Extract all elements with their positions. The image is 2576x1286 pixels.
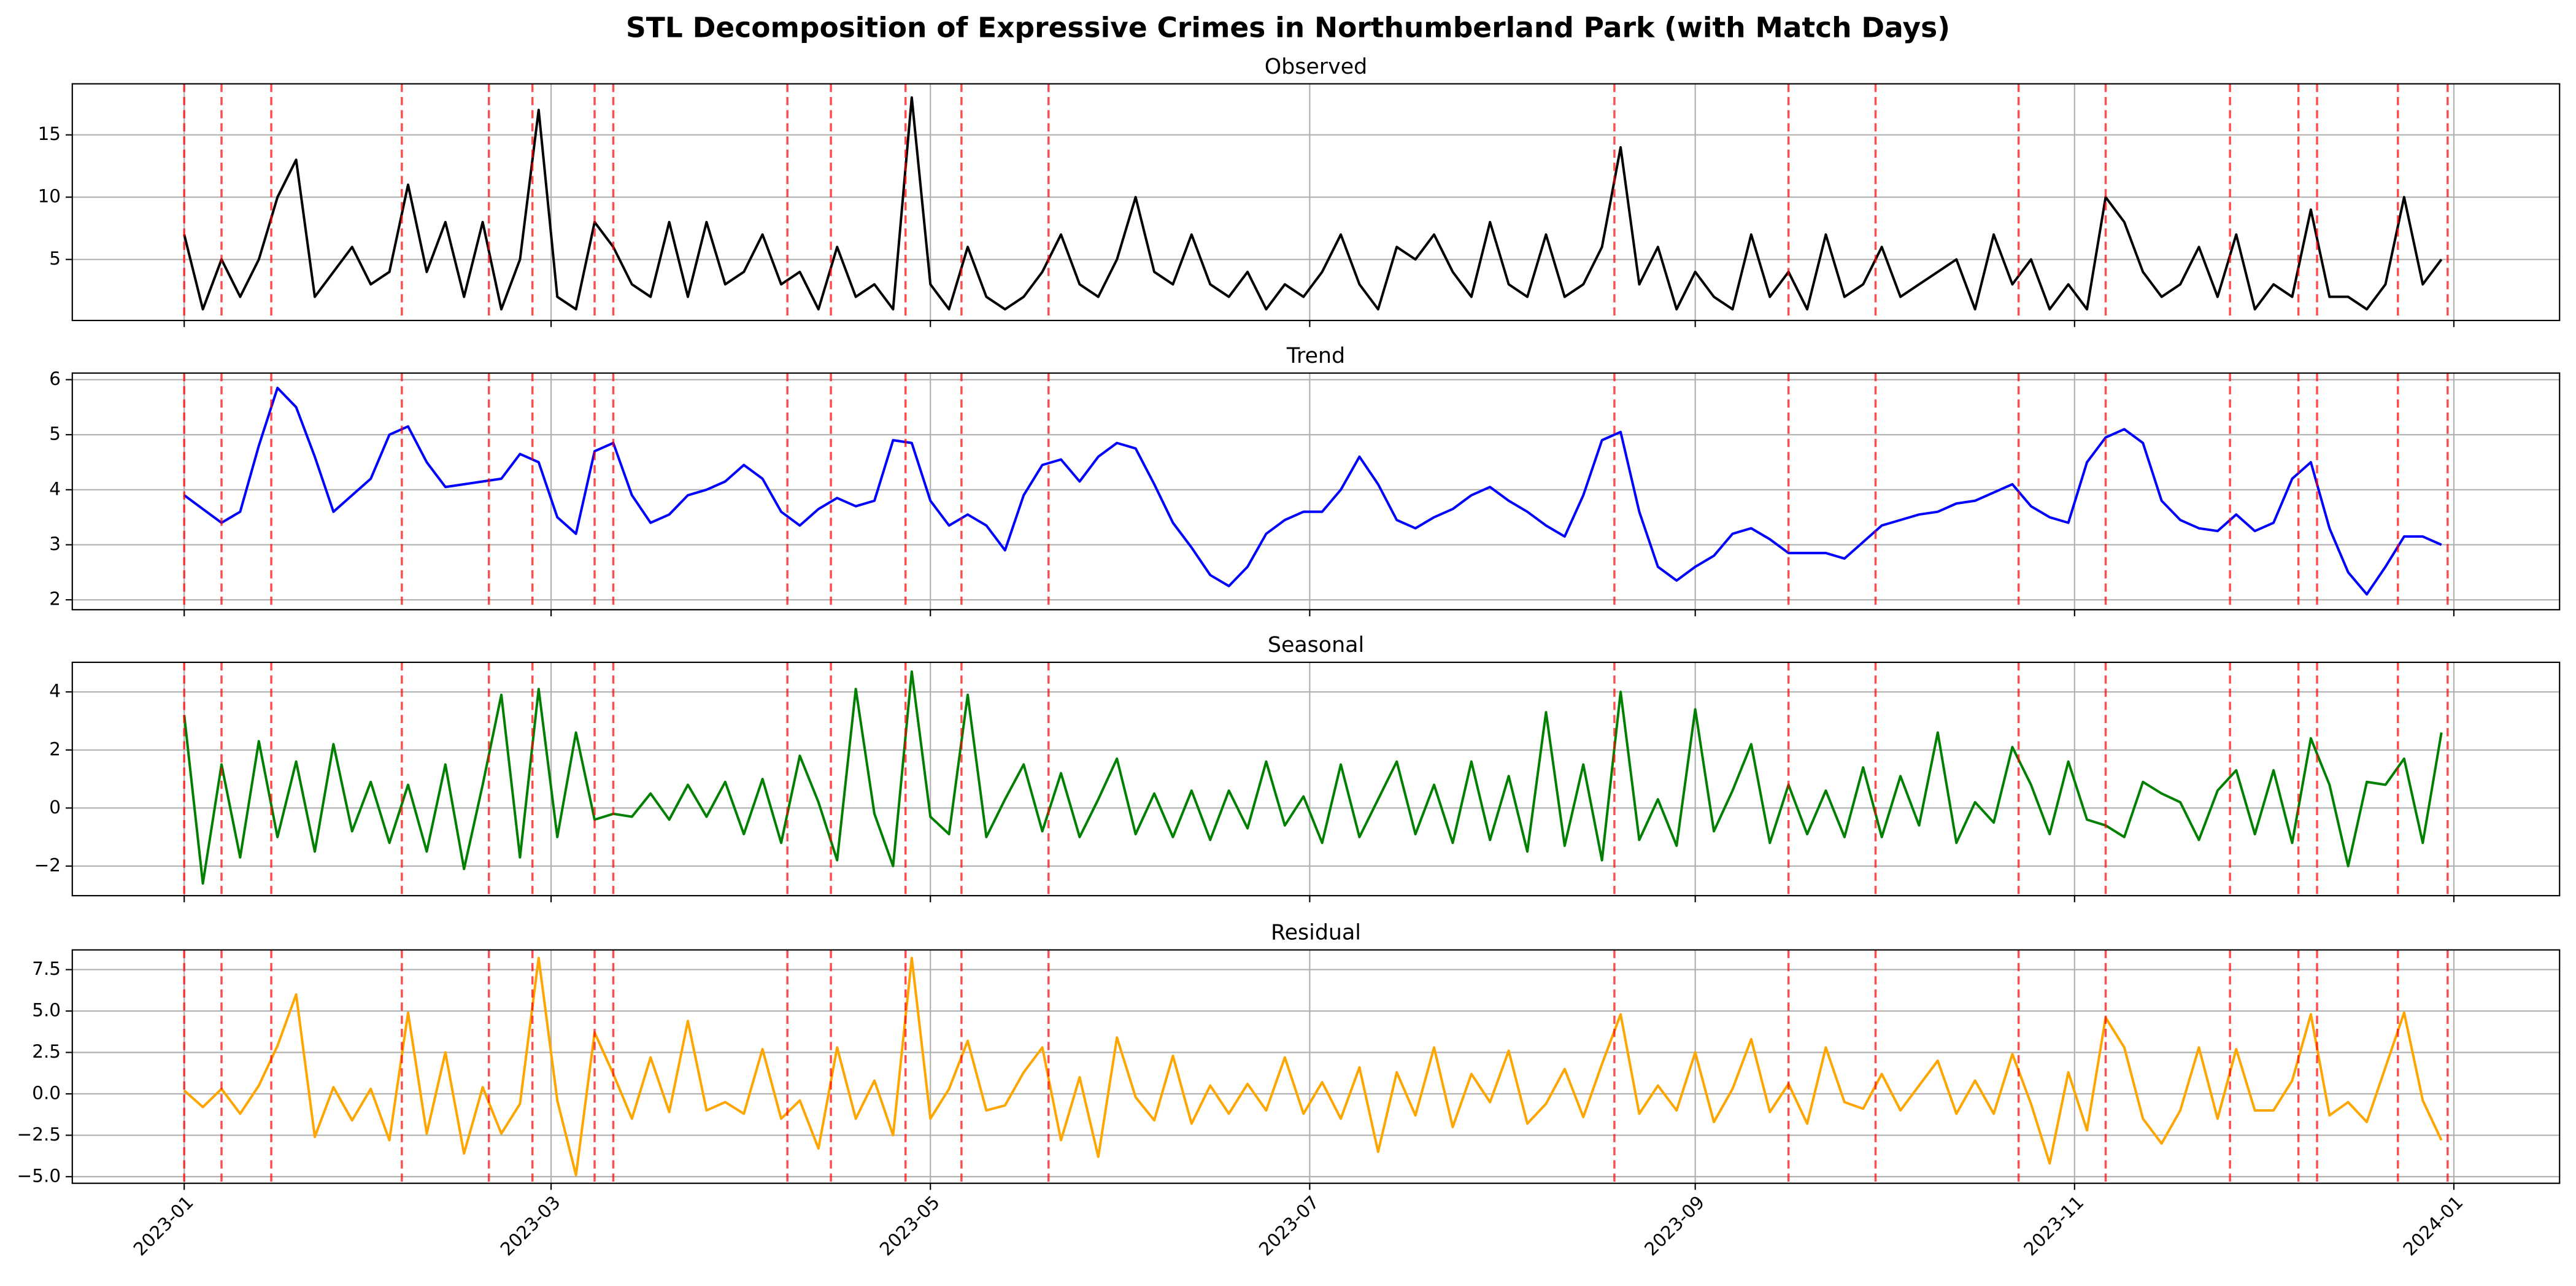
- y-tick-label: −5.0: [17, 1165, 61, 1186]
- axes-frame: [71, 661, 2561, 897]
- y-tick-label: 4: [49, 681, 61, 702]
- figure-title: STL Decomposition of Expressive Crimes i…: [626, 12, 1950, 44]
- y-tick-label: 5: [49, 248, 61, 269]
- panel-title: Trend: [1286, 344, 1345, 368]
- axes-frame: [71, 83, 2561, 322]
- y-tick-label: 15: [38, 123, 61, 144]
- y-tick-label: 5: [49, 424, 61, 444]
- panel-title: Residual: [1271, 921, 1361, 945]
- y-tick-label: 0: [49, 797, 61, 818]
- y-tick-label: 5.0: [32, 1000, 61, 1021]
- series-line: [183, 956, 2443, 1177]
- axes-frame: [71, 372, 2561, 611]
- series-line: [183, 96, 2443, 311]
- y-tick-label: 7.5: [32, 958, 61, 979]
- y-tick-label: −2: [34, 854, 61, 875]
- y-tick-label: −2.5: [17, 1124, 61, 1145]
- series-line: [183, 386, 2442, 596]
- axes-frame: [71, 949, 2561, 1184]
- y-tick-label: 2: [49, 738, 61, 759]
- y-tick-label: 2: [49, 589, 61, 610]
- y-tick-label: 6: [49, 368, 61, 389]
- y-tick-label: 2.5: [32, 1041, 61, 1062]
- y-tick-label: 0.0: [32, 1082, 61, 1103]
- panel-title: Observed: [1265, 55, 1367, 79]
- series-line: [183, 670, 2443, 885]
- y-tick-label: 3: [49, 533, 61, 554]
- y-tick-label: 4: [49, 478, 61, 499]
- y-tick-label: 10: [38, 186, 61, 207]
- panel-title: Seasonal: [1268, 633, 1364, 657]
